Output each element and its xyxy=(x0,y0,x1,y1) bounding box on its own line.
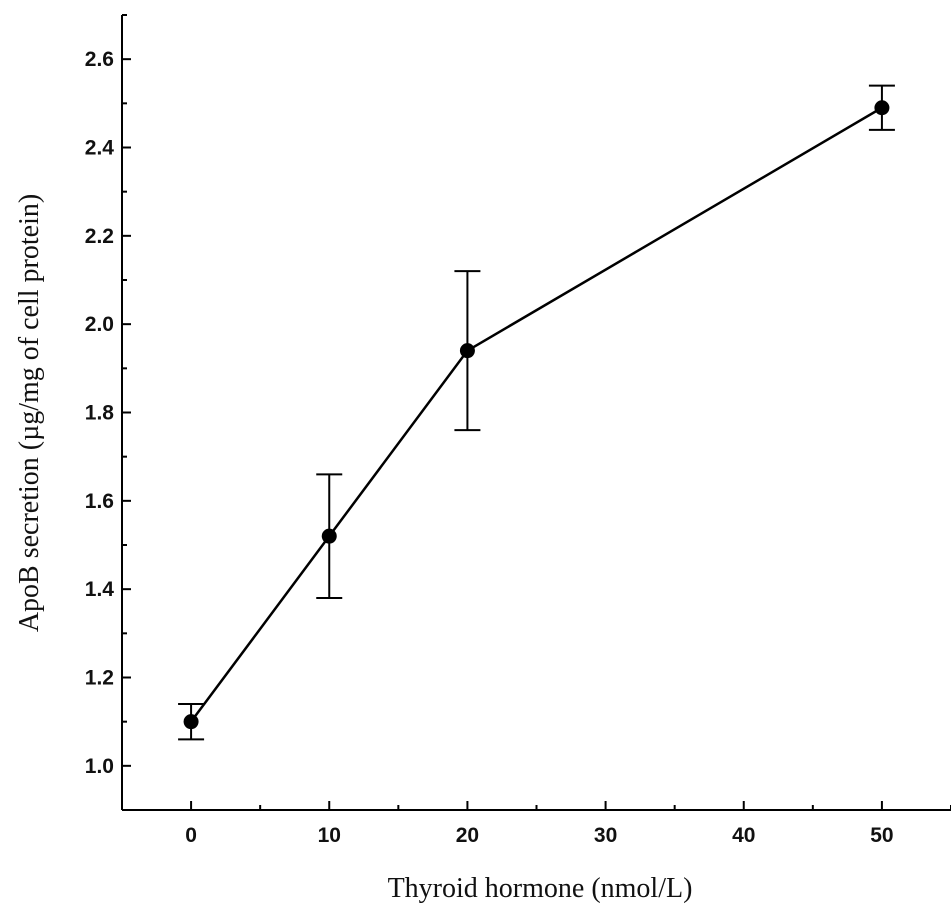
y-tick-label: 1.4 xyxy=(85,578,115,601)
y-tick-label: 2.6 xyxy=(85,48,114,71)
y-tick-label: 1.6 xyxy=(85,490,114,513)
data-point xyxy=(183,714,199,730)
y-axis-ticks: 1.0 1.2 1.4 1.6 1.8 2.0 2.2 2.4 2.6 xyxy=(85,14,131,811)
x-tick-label: 10 xyxy=(318,824,341,847)
x-tick-label: 0 xyxy=(185,824,197,847)
y-tick-label: 1.0 xyxy=(85,755,114,778)
series-line xyxy=(190,106,883,723)
y-tick-label: 2.0 xyxy=(85,313,114,336)
data-point xyxy=(874,100,890,116)
y-tick-label: 2.4 xyxy=(85,137,115,160)
x-tick-label: 40 xyxy=(732,824,755,847)
data-point xyxy=(459,343,475,359)
y-tick-label: 1.2 xyxy=(85,667,114,690)
x-tick-label: 30 xyxy=(594,824,617,847)
x-tick-label: 50 xyxy=(870,824,893,847)
data-point xyxy=(321,528,337,544)
data-series xyxy=(178,84,895,741)
y-axis-title: ApoB secretion (µg/mg of cell protein) xyxy=(14,194,45,632)
x-tick-label: 20 xyxy=(456,824,479,847)
y-tick-label: 2.2 xyxy=(85,225,114,248)
x-axis-ticks: 0 10 20 30 40 50 xyxy=(121,801,951,847)
y-tick-label: 1.8 xyxy=(85,402,115,425)
axes xyxy=(121,15,951,811)
x-axis-title: Thyroid hormone (nmol/L) xyxy=(388,873,693,904)
